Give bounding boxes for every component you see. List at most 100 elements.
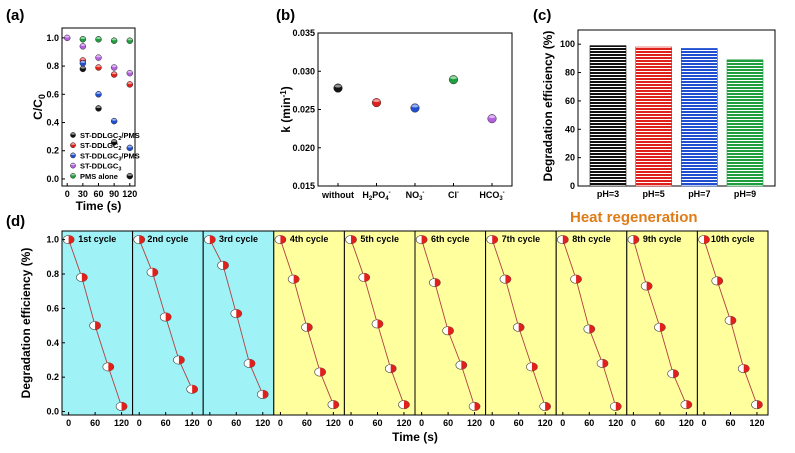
x-axis-label-d: Time (s) [392,430,438,444]
cycle-point-1-3 [173,355,185,365]
y-tick-label-a: 0.4 [46,118,59,128]
y-tick-label-a: 0.8 [46,61,59,71]
panel-label-a: (a) [6,7,24,24]
data-point-a-3 [110,64,118,71]
x-tick-label-b: Cl- [448,190,459,200]
cycle-point-7-3 [596,358,609,368]
cycle-point-1-2 [159,312,172,322]
y-tick-label-d: 0.2 [46,372,59,382]
legend-label-a-3: ST-DDLGC3 [80,162,121,173]
x-tick-label-a: 0 [65,189,70,199]
cycle-point-4-1 [358,272,371,282]
heat-regeneration-annotation: Heat regeneration [570,209,698,226]
y-tick-label-a: 0.0 [46,174,59,184]
cycle-point-2-1 [217,260,229,270]
cycle-point-7-1 [570,274,582,284]
data-point-a-0 [79,65,87,73]
cycle-label-8: 9th cycle [643,234,682,244]
x-tick-label-d: 120 [749,418,764,428]
x-tick-label-a: 30 [78,189,88,199]
cycle-point-5-2 [442,326,454,336]
bar-c-0 [589,45,627,187]
cycle-label-1: 2nd cycle [147,234,188,244]
y-tick-label-b: 0.030 [292,66,315,76]
x-tick-label-b: H2PO4- [362,190,390,202]
bar-c-2 [681,48,718,187]
legend-marker-a-1 [70,142,76,149]
x-tick-label-d: 120 [114,418,129,428]
x-tick-label-d: 0 [137,418,142,428]
y-tick-label-d: 0.4 [46,338,59,348]
x-tick-label-d: 60 [161,418,171,428]
data-point-b-4 [487,114,497,124]
x-tick-label-d: 60 [372,418,382,428]
cycle-panel-3 [273,230,345,416]
cycle-point-5-0 [415,235,428,245]
legend-label-a-1: ST-DDLGC2 [80,141,121,152]
x-tick-label-d: 60 [302,418,312,428]
y-tick-label-d: 0.6 [46,303,59,313]
y-tick-label-a: 0.6 [46,89,59,99]
chart-c: 0 20 40 60 80 100 pH=3 pH=5 pH=7 pH=9 Degradation … [541,29,776,199]
data-point-a-3 [126,69,134,77]
bar-c-3 [726,59,764,187]
legend-label-a-2: ST-DDLGC3/PMS [80,151,140,162]
y-axis-label-a: C/C0 [31,94,47,120]
x-axis-label-a: Time (s) [76,199,122,213]
cycle-label-4: 5th cycle [360,234,399,244]
legend-label-a-0: ST-DDLGC2/PMS [80,131,140,142]
x-tick-label-d: 60 [90,418,100,428]
cycle-point-4-4 [398,400,410,410]
cycle-point-2-4 [256,389,269,399]
legend-marker-a-2 [70,152,76,159]
y-tick-label-c: 60 [565,96,575,106]
cycle-point-1-1 [146,267,159,277]
x-tick-label-c: pH=3 [597,189,619,199]
y-tick-label-c: 40 [565,124,575,134]
x-tick-label-d: 0 [560,418,565,428]
data-point-a-1 [126,81,134,88]
cycle-point-3-4 [327,400,340,410]
x-tick-label-c: pH=7 [688,189,710,199]
data-point-b-2 [410,103,420,113]
y-tick-label-c: 0 [570,181,575,191]
x-tick-label-d: 120 [467,418,482,428]
cycle-point-9-0 [698,235,710,245]
x-tick-label-d: 120 [185,418,200,428]
cycle-point-4-2 [371,319,384,329]
cycle-point-3-2 [301,322,313,332]
data-point-a-4 [126,37,134,44]
x-tick-label-d: 0 [631,418,636,428]
data-point-a-0 [126,172,134,180]
data-point-a-2 [95,91,102,98]
x-tick-label-b: NO3- [406,190,425,202]
cycle-panel-5 [414,230,487,416]
cycle-point-8-1 [640,281,653,291]
cycle-point-3-1 [287,274,300,284]
plot-frame-c [577,29,776,187]
cycle-point-6-2 [512,322,525,332]
cycle-point-5-4 [468,401,481,411]
x-tick-label-a: 120 [122,189,137,199]
cycle-point-3-0 [274,235,287,245]
cycle-panel-7 [555,230,628,416]
cycle-label-9: 10th cycle [711,234,755,244]
cycle-panel-8 [626,230,698,416]
data-point-a-1 [110,71,118,78]
data-point-a-3 [79,43,87,50]
y-tick-label-b: 0.015 [292,181,315,191]
panel-label-b: (b) [276,7,295,24]
cycle-point-6-0 [486,235,499,245]
y-axis-label-d: Degradation efficiency (%) [19,248,33,399]
cycle-point-8-2 [654,322,666,332]
x-tick-label-d: 120 [326,418,341,428]
cycle-point-6-1 [499,274,512,284]
cycle-label-5: 6th cycle [431,234,470,244]
x-tick-label-d: 120 [608,418,623,428]
cycle-point-0-4 [115,401,128,411]
y-tick-label-d: 0.8 [46,269,59,279]
x-tick-label-d: 60 [655,418,665,428]
cycle-label-2: 3rd cycle [219,234,258,244]
